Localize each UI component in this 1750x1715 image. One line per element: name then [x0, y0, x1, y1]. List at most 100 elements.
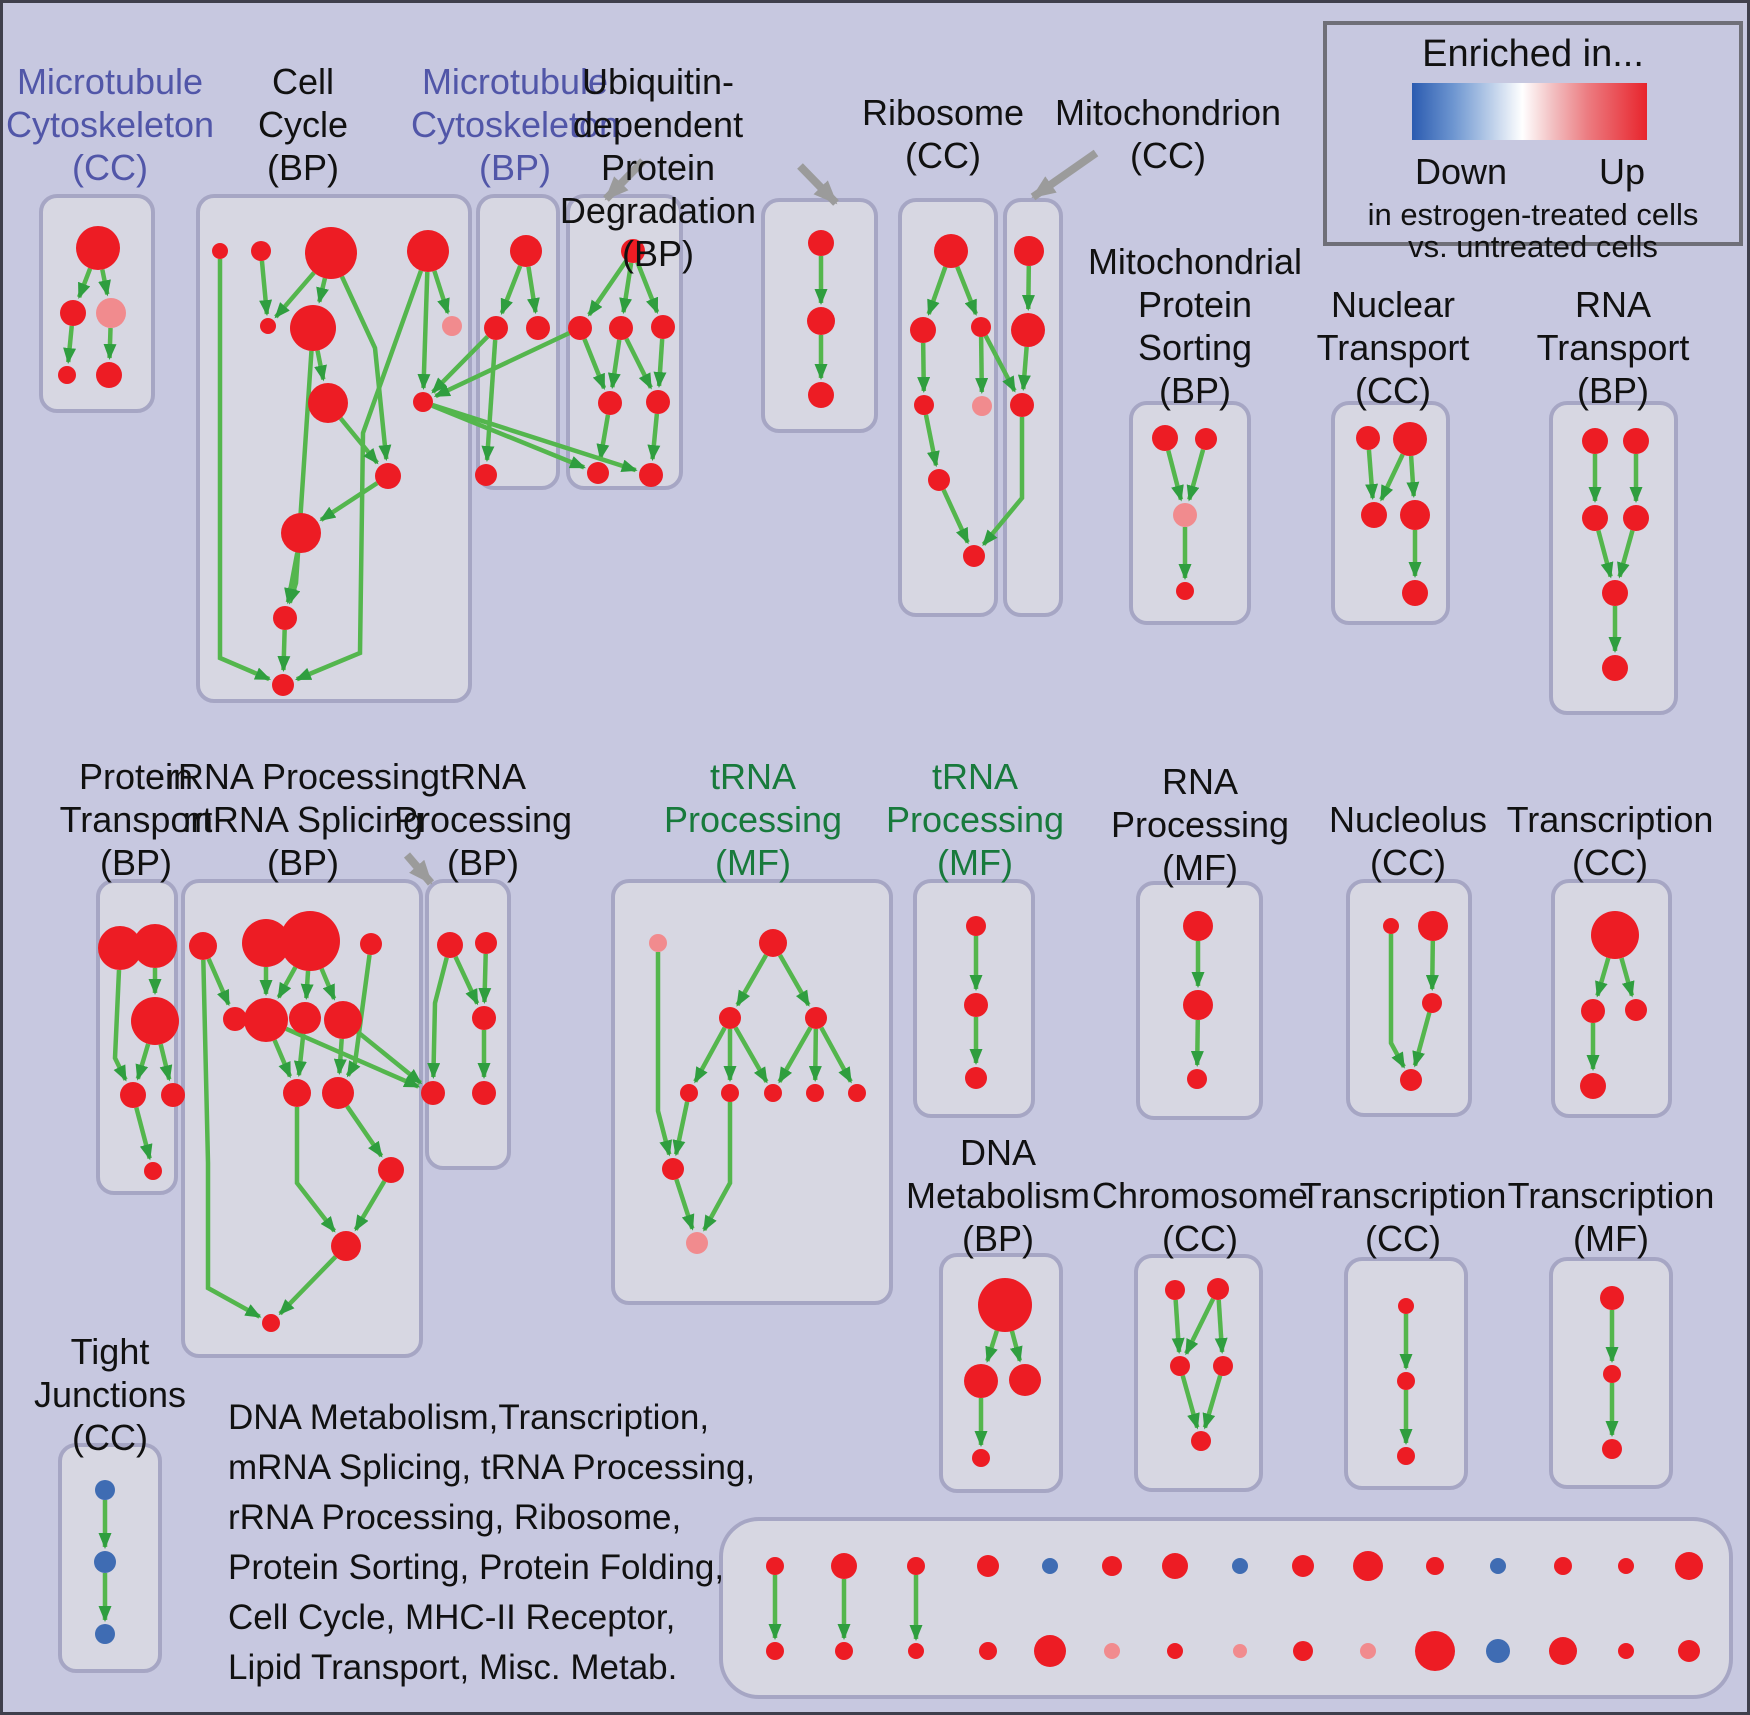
edge-cellcycle: [259, 260, 273, 317]
go-term-node: [324, 1001, 362, 1039]
go-term-node: [978, 1278, 1032, 1332]
misc-text-line: Lipid Transport, Misc. Metab.: [228, 1648, 678, 1687]
go-term-node: [1397, 1447, 1415, 1465]
go-term-node: [907, 1557, 925, 1575]
edge-trnabp: [427, 957, 449, 1080]
go-term-node: [646, 390, 670, 414]
cluster-box-chromosome: [1134, 1254, 1263, 1492]
cluster-label-mitosort: Mitochondrial Protein Sorting (BP): [1088, 240, 1302, 412]
go-term-node: [161, 1083, 185, 1107]
edge-cellcycle: [284, 552, 300, 605]
edge-cellcycle: [314, 350, 327, 382]
cluster-label-line: Transcription: [1299, 1175, 1507, 1216]
cluster-label-line: Processing: [1110, 804, 1290, 845]
cluster-label-line: Ribosome: [861, 92, 1025, 133]
go-term-node: [331, 1231, 361, 1261]
edge-ubiq: [635, 261, 660, 314]
go-term-node: [848, 1084, 866, 1102]
go-term-node: [289, 1002, 321, 1034]
go-term-node: [442, 316, 462, 336]
go-term-node: [1581, 999, 1605, 1023]
cross-edge: [431, 403, 586, 470]
cluster-label-chromosome: Chromosome (CC): [1092, 1174, 1308, 1260]
legend-caption-line2: vs. untreated cells: [1408, 229, 1658, 264]
go-term-node: [290, 305, 336, 351]
go-term-node: [60, 300, 86, 326]
edge-rnamf: [1190, 1019, 1204, 1068]
go-term-node: [609, 316, 633, 340]
go-term-node: [1549, 1637, 1577, 1665]
go-term-node: [1582, 505, 1608, 531]
cluster-label-line: mRNA Splicing: [182, 799, 424, 840]
cluster-label-line: Nuclear: [1330, 284, 1456, 325]
cluster-box-mtbp: [476, 194, 560, 490]
cluster-label-trnamf1: tRNA Processing (MF): [664, 755, 842, 884]
go-term-node: [934, 234, 968, 268]
cluster-label-trnamf2: tRNA Processing (MF): [886, 755, 1064, 884]
edge-rrna: [353, 1180, 387, 1232]
cluster-label-transcc1: Transcription (CC): [1507, 798, 1714, 884]
go-term-node: [598, 391, 622, 415]
go-term-node: [1418, 911, 1448, 941]
cross-edge: [433, 331, 571, 399]
edge-ubiq: [647, 413, 661, 462]
cross-edge: [983, 334, 1017, 393]
edge-chromosome: [1202, 1374, 1223, 1430]
go-term-node: [662, 1158, 684, 1180]
go-term-node: [1165, 1280, 1185, 1300]
go-term-node: [1486, 1639, 1510, 1663]
misc-text-line: Cell Cycle, MHC-II Receptor,: [228, 1598, 676, 1637]
edges: [63, 256, 1643, 1641]
go-term-node: [764, 1084, 782, 1102]
go-term-node: [223, 1007, 247, 1031]
go-term-node: [283, 1079, 311, 1107]
go-term-node: [273, 606, 297, 630]
ubiquitin-right-arrow: [797, 163, 839, 206]
edge-trnamf1: [819, 1026, 853, 1084]
go-term-node: [407, 230, 449, 272]
go-term-node: [131, 997, 179, 1045]
cluster-label-line: Protein: [600, 147, 716, 188]
go-term-node: [1426, 1557, 1444, 1575]
go-term-node: [95, 1480, 115, 1500]
go-term-node: [1292, 1555, 1314, 1577]
edge-mitosort: [1186, 449, 1206, 502]
go-term-node: [1398, 1298, 1414, 1314]
go-term-node: [133, 924, 177, 968]
go-term-node: [971, 317, 991, 337]
go-term-node: [1603, 1365, 1621, 1383]
cluster-box-transcc1: [1551, 879, 1672, 1118]
edge-rrna: [319, 967, 337, 1001]
cluster-label-rnamf: RNA Processing (MF): [1111, 760, 1289, 889]
edge-nuctrans: [1379, 453, 1405, 502]
go-term-node: [621, 239, 645, 263]
edge-cellcycle: [277, 629, 291, 673]
cluster-label-transmf: Transcription (MF): [1508, 1174, 1715, 1260]
go-term-node: [1353, 1551, 1383, 1581]
cluster-label-line: tRNA: [931, 756, 1018, 797]
go-term-node: [95, 1624, 115, 1644]
cluster-label-line: Sorting: [1137, 327, 1253, 368]
cluster-label-line: (CC): [72, 1417, 148, 1458]
edge-ribosome: [923, 414, 940, 468]
go-term-node: [908, 1643, 924, 1659]
cluster-label-cellcycle: Cell Cycle (BP): [258, 60, 348, 189]
go-term-node: [1102, 1556, 1122, 1576]
go-term-node: [98, 926, 142, 970]
edge-mito: [1017, 346, 1031, 392]
edge-rnatrans: [1596, 529, 1614, 579]
trna-bp-arrow: [403, 852, 435, 886]
edge-trnamf1: [735, 954, 768, 1007]
edge-chromosome: [1214, 1299, 1228, 1355]
go-term-node: [189, 932, 217, 960]
go-term-node: [1623, 428, 1649, 454]
edge-ubiq: [582, 338, 607, 391]
cluster-label-line: Processing: [885, 799, 1065, 840]
edge-ubiq: [587, 259, 629, 317]
edge-cellcycle: [295, 270, 424, 682]
cluster-box-nuctrans: [1331, 401, 1450, 625]
go-term-node: [766, 1557, 784, 1575]
go-term-node: [806, 1084, 824, 1102]
go-term-node: [1591, 911, 1639, 959]
cross-edge: [981, 417, 1025, 546]
